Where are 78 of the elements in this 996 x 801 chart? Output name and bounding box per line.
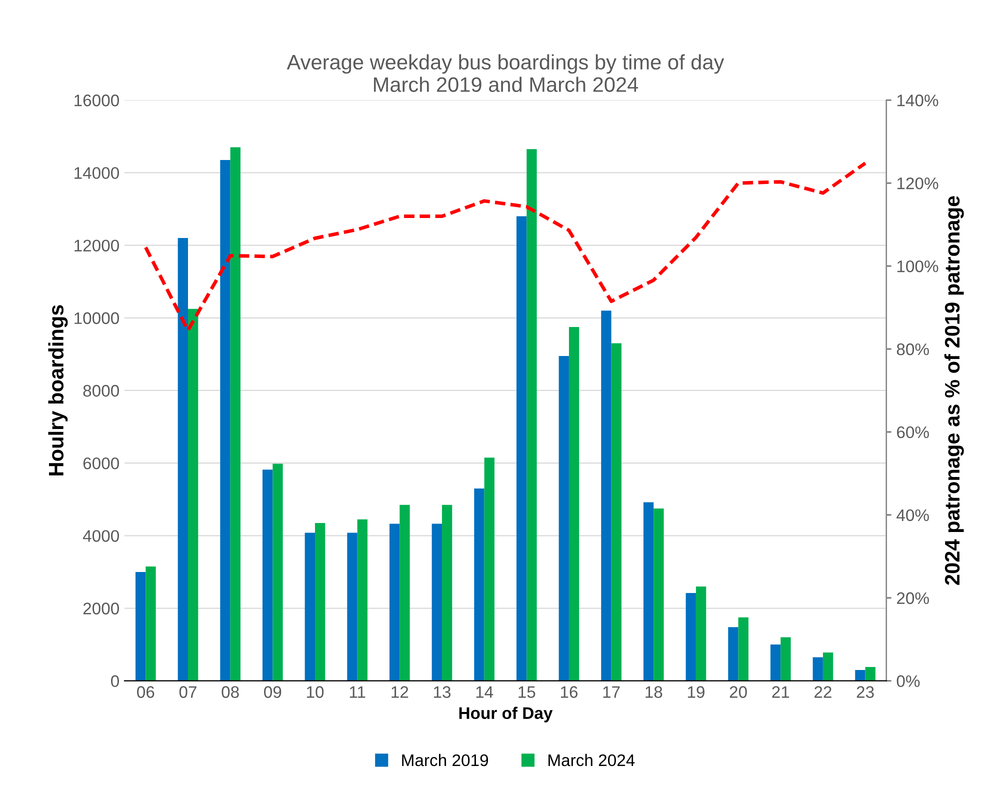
bar	[611, 343, 622, 681]
y-tick-label: 10000	[74, 312, 119, 324]
bar	[812, 657, 823, 681]
bar	[357, 519, 368, 681]
bar	[780, 637, 791, 681]
x-axis-title: Hour of Day	[459, 706, 553, 722]
x-tick-label: 11	[350, 686, 366, 698]
y-tick-label: 8000	[83, 384, 119, 397]
x-tick-label: 06	[137, 686, 154, 698]
x-tick-label: 17	[603, 686, 620, 698]
bar	[262, 470, 273, 681]
y-tick-label: 2000	[83, 602, 119, 614]
y-tick-label: 12000	[74, 240, 119, 252]
bar	[220, 160, 230, 681]
y-axis-title: Houlry boardings	[48, 305, 68, 476]
x-tick-label: 16	[560, 686, 578, 698]
chart-title: Average weekday bus boardings by time of day March 2019 and March 2024	[286, 54, 724, 92]
x-tick-label: 07	[179, 686, 196, 698]
x-tick-label: 15	[518, 686, 536, 698]
bar	[314, 522, 326, 681]
x-tick-label: 14	[476, 686, 494, 698]
bar	[146, 566, 156, 681]
y2-tick-label: 60%	[897, 426, 929, 438]
bar	[304, 532, 315, 681]
y-tick-label: 14000	[74, 167, 119, 179]
y2-tick-label: 20%	[897, 592, 929, 604]
y-tick-label: 6000	[83, 457, 119, 470]
y2-tick-label: 140%	[897, 94, 938, 106]
y2-tick-label: 40%	[896, 509, 929, 522]
y-tick-label: 4000	[82, 530, 119, 542]
y2-axis-title: 2024 patronage as % of 2019 patronage	[944, 196, 964, 585]
y2-tick-label: 100%	[897, 260, 938, 272]
bar	[696, 586, 706, 681]
bar	[770, 644, 781, 681]
bar	[442, 504, 452, 681]
bar	[558, 356, 569, 681]
y2-tick-label: 0%	[896, 675, 920, 688]
bar	[230, 147, 240, 681]
bar	[432, 524, 442, 681]
legend-label: March 2024	[548, 754, 635, 766]
x-tick-label: 18	[646, 686, 662, 698]
x-tick-label: 12	[392, 686, 408, 698]
bar	[136, 572, 146, 681]
bar	[654, 508, 664, 681]
bar	[347, 532, 358, 681]
x-tick-label: 13	[434, 686, 451, 698]
x-tick-label: 09	[264, 686, 282, 698]
bar	[389, 524, 400, 681]
x-tick-label: 08	[222, 686, 239, 698]
legend-label: March 2019	[402, 754, 488, 766]
bar	[516, 216, 527, 681]
x-tick-label: 20	[730, 686, 747, 698]
bar	[484, 458, 494, 681]
bar	[738, 617, 748, 681]
bar	[272, 464, 283, 681]
bar	[400, 504, 410, 681]
bar	[178, 238, 188, 681]
y-tick-label: 16000	[74, 94, 119, 106]
bar	[865, 667, 876, 681]
line-series	[144, 161, 868, 332]
bar	[855, 670, 866, 681]
bar	[686, 593, 696, 681]
bar	[188, 308, 198, 681]
bar	[643, 502, 654, 681]
bar	[568, 326, 580, 681]
x-tick-label: 21	[772, 686, 790, 698]
bar	[526, 149, 537, 681]
x-tick-label: 10	[306, 686, 324, 698]
x-tick-label: 22	[814, 686, 832, 698]
x-tick-label: 19	[688, 686, 704, 698]
x-tick-label: 23	[856, 686, 874, 698]
bar	[728, 627, 738, 681]
bar	[474, 488, 484, 681]
bar	[601, 310, 612, 681]
bar	[822, 652, 834, 681]
y2-tick-label: 80%	[896, 343, 929, 356]
y2-tick-label: 120%	[897, 177, 938, 190]
y-tick-label: 0	[111, 675, 119, 688]
